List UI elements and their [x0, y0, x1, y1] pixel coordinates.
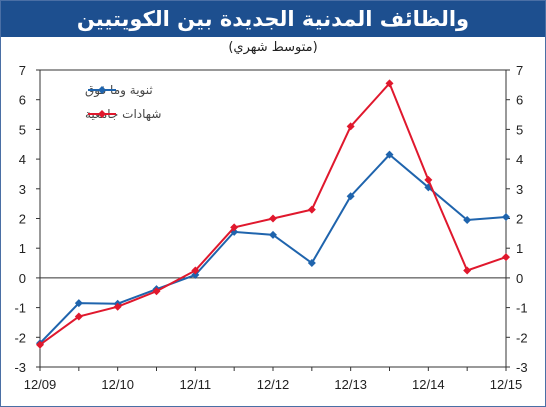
- series-1-point: [385, 150, 394, 159]
- x-tick-label: 12/09: [24, 377, 57, 392]
- legend-marker-1: [98, 86, 106, 94]
- y-tick-label-left: 4: [19, 152, 26, 167]
- series-1-point: [191, 270, 200, 279]
- y-tick-label-left: 3: [19, 182, 26, 197]
- y-tick-label-right: 3: [516, 182, 523, 197]
- x-tick-label: 12/13: [334, 377, 367, 392]
- y-tick-label-right: 4: [516, 152, 523, 167]
- y-tick-label-left: 5: [19, 122, 26, 137]
- series-1-point: [502, 213, 510, 222]
- series-1-point: [346, 192, 355, 201]
- series-2-point: [152, 287, 161, 296]
- series-2-point: [74, 312, 83, 321]
- y-tick-label-left: -2: [14, 330, 26, 345]
- y-tick-label-right: -1: [516, 301, 528, 316]
- series-2-point: [385, 79, 394, 88]
- series-1-point: [307, 259, 316, 268]
- y-tick-label-left: 6: [19, 93, 26, 108]
- legend-marker-2: [98, 110, 106, 118]
- series-1-point: [463, 215, 472, 224]
- series-2-point: [191, 266, 200, 275]
- series-layer: [36, 79, 510, 349]
- series-2-point: [346, 122, 355, 131]
- series-2-point: [269, 214, 277, 223]
- y-tick-label-right: 2: [516, 212, 523, 227]
- y-tick-label-right: 0: [516, 271, 523, 286]
- series-2-point: [424, 175, 433, 184]
- y-tick-label-right: 1: [516, 241, 523, 256]
- x-tick-label: 12/15: [490, 377, 523, 392]
- series-2-point: [502, 253, 510, 262]
- x-tick-label: 12/11: [180, 377, 212, 392]
- x-tick-label: 12/10: [101, 377, 134, 392]
- series-line-1: [39, 153, 507, 344]
- legend-label-2: شهادات جامعية: [85, 107, 161, 121]
- series-1-point: [269, 230, 277, 239]
- series-2-point: [307, 205, 316, 214]
- y-tick-label-left: 0: [19, 271, 26, 286]
- y-tick-label-left: -1: [14, 301, 26, 316]
- y-tick-label-right: 6: [516, 93, 523, 108]
- y-tick-label-left: 2: [19, 212, 26, 227]
- series-2-point: [36, 340, 44, 349]
- series-line-2: [39, 81, 507, 346]
- series-2-point: [463, 266, 472, 275]
- x-tick-label: 12/14: [412, 377, 445, 392]
- series-2-point: [230, 223, 239, 232]
- chart-subtitle: (متوسط شهري): [228, 40, 318, 55]
- chart-title: والظائف المدنية الجديدة بين الكويتيين: [1, 1, 545, 37]
- y-tick-label-left: 7: [19, 63, 26, 78]
- x-tick-label: 12/12: [257, 377, 290, 392]
- y-tick-label-left: 1: [19, 241, 26, 256]
- y-tick-label-right: 5: [516, 122, 523, 137]
- series-1-point: [74, 299, 83, 308]
- y-tick-label-right: 7: [516, 63, 523, 78]
- y-tick-label-right: -2: [516, 330, 528, 345]
- series-2-point: [113, 302, 122, 311]
- y-tick-label-right: -3: [516, 360, 528, 375]
- chart-ticks: -3 -3 -2 -2 -1 -1 0 0 1 1 2 2 3 3 4 4 5 5 6 6 7 7 12/09 12/10 12…: [14, 63, 527, 392]
- y-tick-label-left: -3: [14, 360, 26, 375]
